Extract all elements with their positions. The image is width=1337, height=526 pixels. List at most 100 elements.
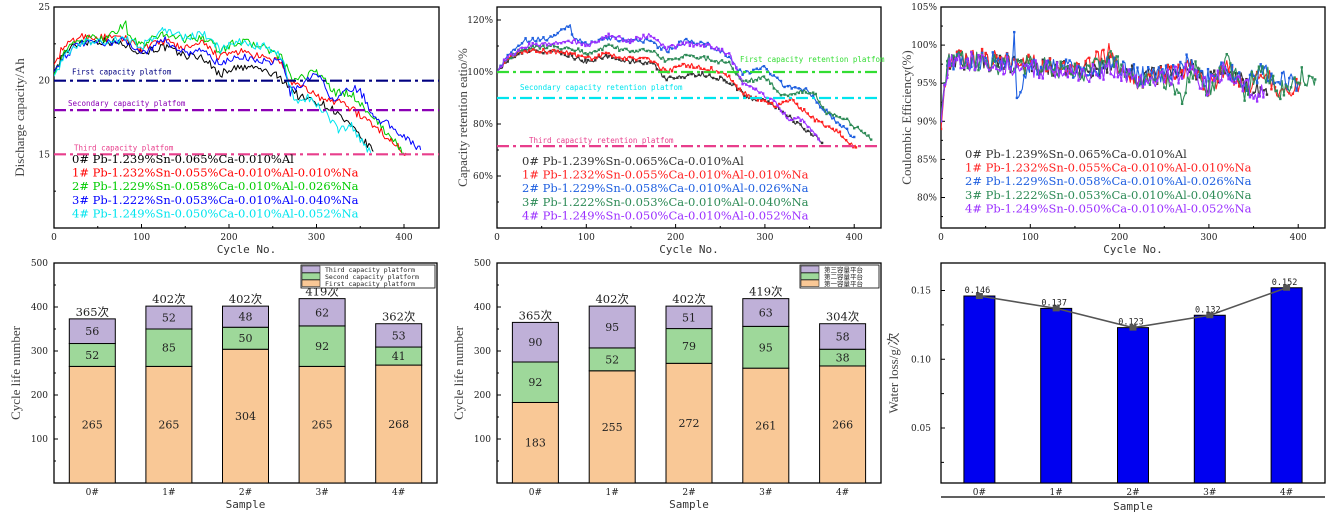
data-point [542,52,545,55]
data-point [760,99,763,103]
data-point [510,54,513,58]
data-point [1120,79,1123,82]
data-point [952,64,955,67]
data-point [688,44,692,48]
bar-segment [742,367,790,484]
x-tick-label: 0# [973,488,986,498]
y-tick-label: 200 [474,391,491,401]
data-point [527,48,531,52]
x-tick-label: 300 [756,233,773,243]
data-point [660,69,663,72]
data-point [614,46,617,50]
data-point [1289,86,1293,89]
data-point [1259,63,1262,66]
data-point [838,116,842,119]
data-point [499,65,502,68]
y-tick-label: 500 [31,259,48,269]
data-point [699,67,702,70]
data-point [702,67,706,71]
bar-segment [298,365,346,484]
data-point [948,64,952,68]
series-markers-4 [497,32,820,141]
data-point [570,48,574,51]
data-point [625,58,628,61]
bar-segment [665,305,713,330]
y-tick-label: 100% [467,68,493,78]
data-point [1220,72,1223,76]
chart-cycle-life-cn: 100 200 300 400 500 0# 183 92 90 365次 1# 255 52 95 402… [451,259,882,511]
data-point [628,39,632,42]
data-point [767,102,770,105]
data-point [1230,73,1234,76]
data-point [1188,80,1191,84]
data-point [510,52,513,56]
data-point [980,51,984,55]
data-point [586,44,590,47]
data-point [1300,66,1303,69]
data-point [813,119,817,123]
data-point [732,82,735,86]
bar-segment [819,323,867,350]
data-point [1254,77,1257,80]
legend-entry: 1# Pb-1.232%Sn-0.055%Ca-0.010%Al-0.010%N… [72,166,359,180]
y-tick-label: 105% [911,3,937,13]
data-point [1211,81,1214,84]
data-point [677,43,681,47]
data-point [1148,83,1152,86]
y-tick-label: 15 [39,150,51,160]
data-point [1213,74,1216,78]
data-point [527,46,531,50]
data-point [1279,97,1282,101]
bar-segment [819,365,867,484]
data-point [1038,76,1041,80]
data-point [941,127,943,131]
data-point [594,50,597,53]
data-point [1022,74,1026,77]
data-point [567,55,570,58]
data-point [801,91,804,94]
data-point [520,49,524,52]
data-point [531,36,534,40]
data-point [635,35,638,39]
data-point [618,58,621,61]
trend-marker [975,293,983,299]
bar-stack: 265 85 52 [145,305,193,484]
data-point [560,48,563,51]
data-point [959,62,962,65]
data-point [1252,78,1255,81]
bar-value-label: 58 [836,330,850,343]
data-point [1232,71,1236,74]
data-point [628,50,632,54]
data-point [867,134,870,137]
data-point [849,123,852,127]
legend-entry: 4# Pb-1.249%Sn-0.050%Ca-0.010%Al-0.052%N… [965,201,1252,215]
data-point [704,75,708,78]
data-point [692,45,695,48]
reference-line-label: Third capacity retention platfom [529,136,674,145]
bar-value-label: 0.132 [1195,305,1221,315]
data-point [811,91,815,94]
data-point [621,39,625,43]
data-point [797,87,801,90]
data-point [638,56,642,60]
data-point [1095,57,1098,61]
data-point [1088,56,1091,60]
data-point [535,40,538,43]
data-point [984,51,987,55]
data-point [524,46,527,50]
data-point [760,97,763,101]
data-point [769,72,772,76]
data-point [727,60,731,64]
data-point [667,50,670,54]
data-point [545,51,549,55]
x-tick-label: 400 [395,233,412,243]
data-point [614,56,617,59]
data-point [1027,53,1030,57]
data-point [828,111,831,114]
bar-total-label: 402次 [152,292,186,306]
data-point [621,57,625,61]
data-point [735,72,738,76]
data-point [513,53,517,56]
bar-value-label: 255 [602,421,623,434]
data-point [674,65,677,69]
